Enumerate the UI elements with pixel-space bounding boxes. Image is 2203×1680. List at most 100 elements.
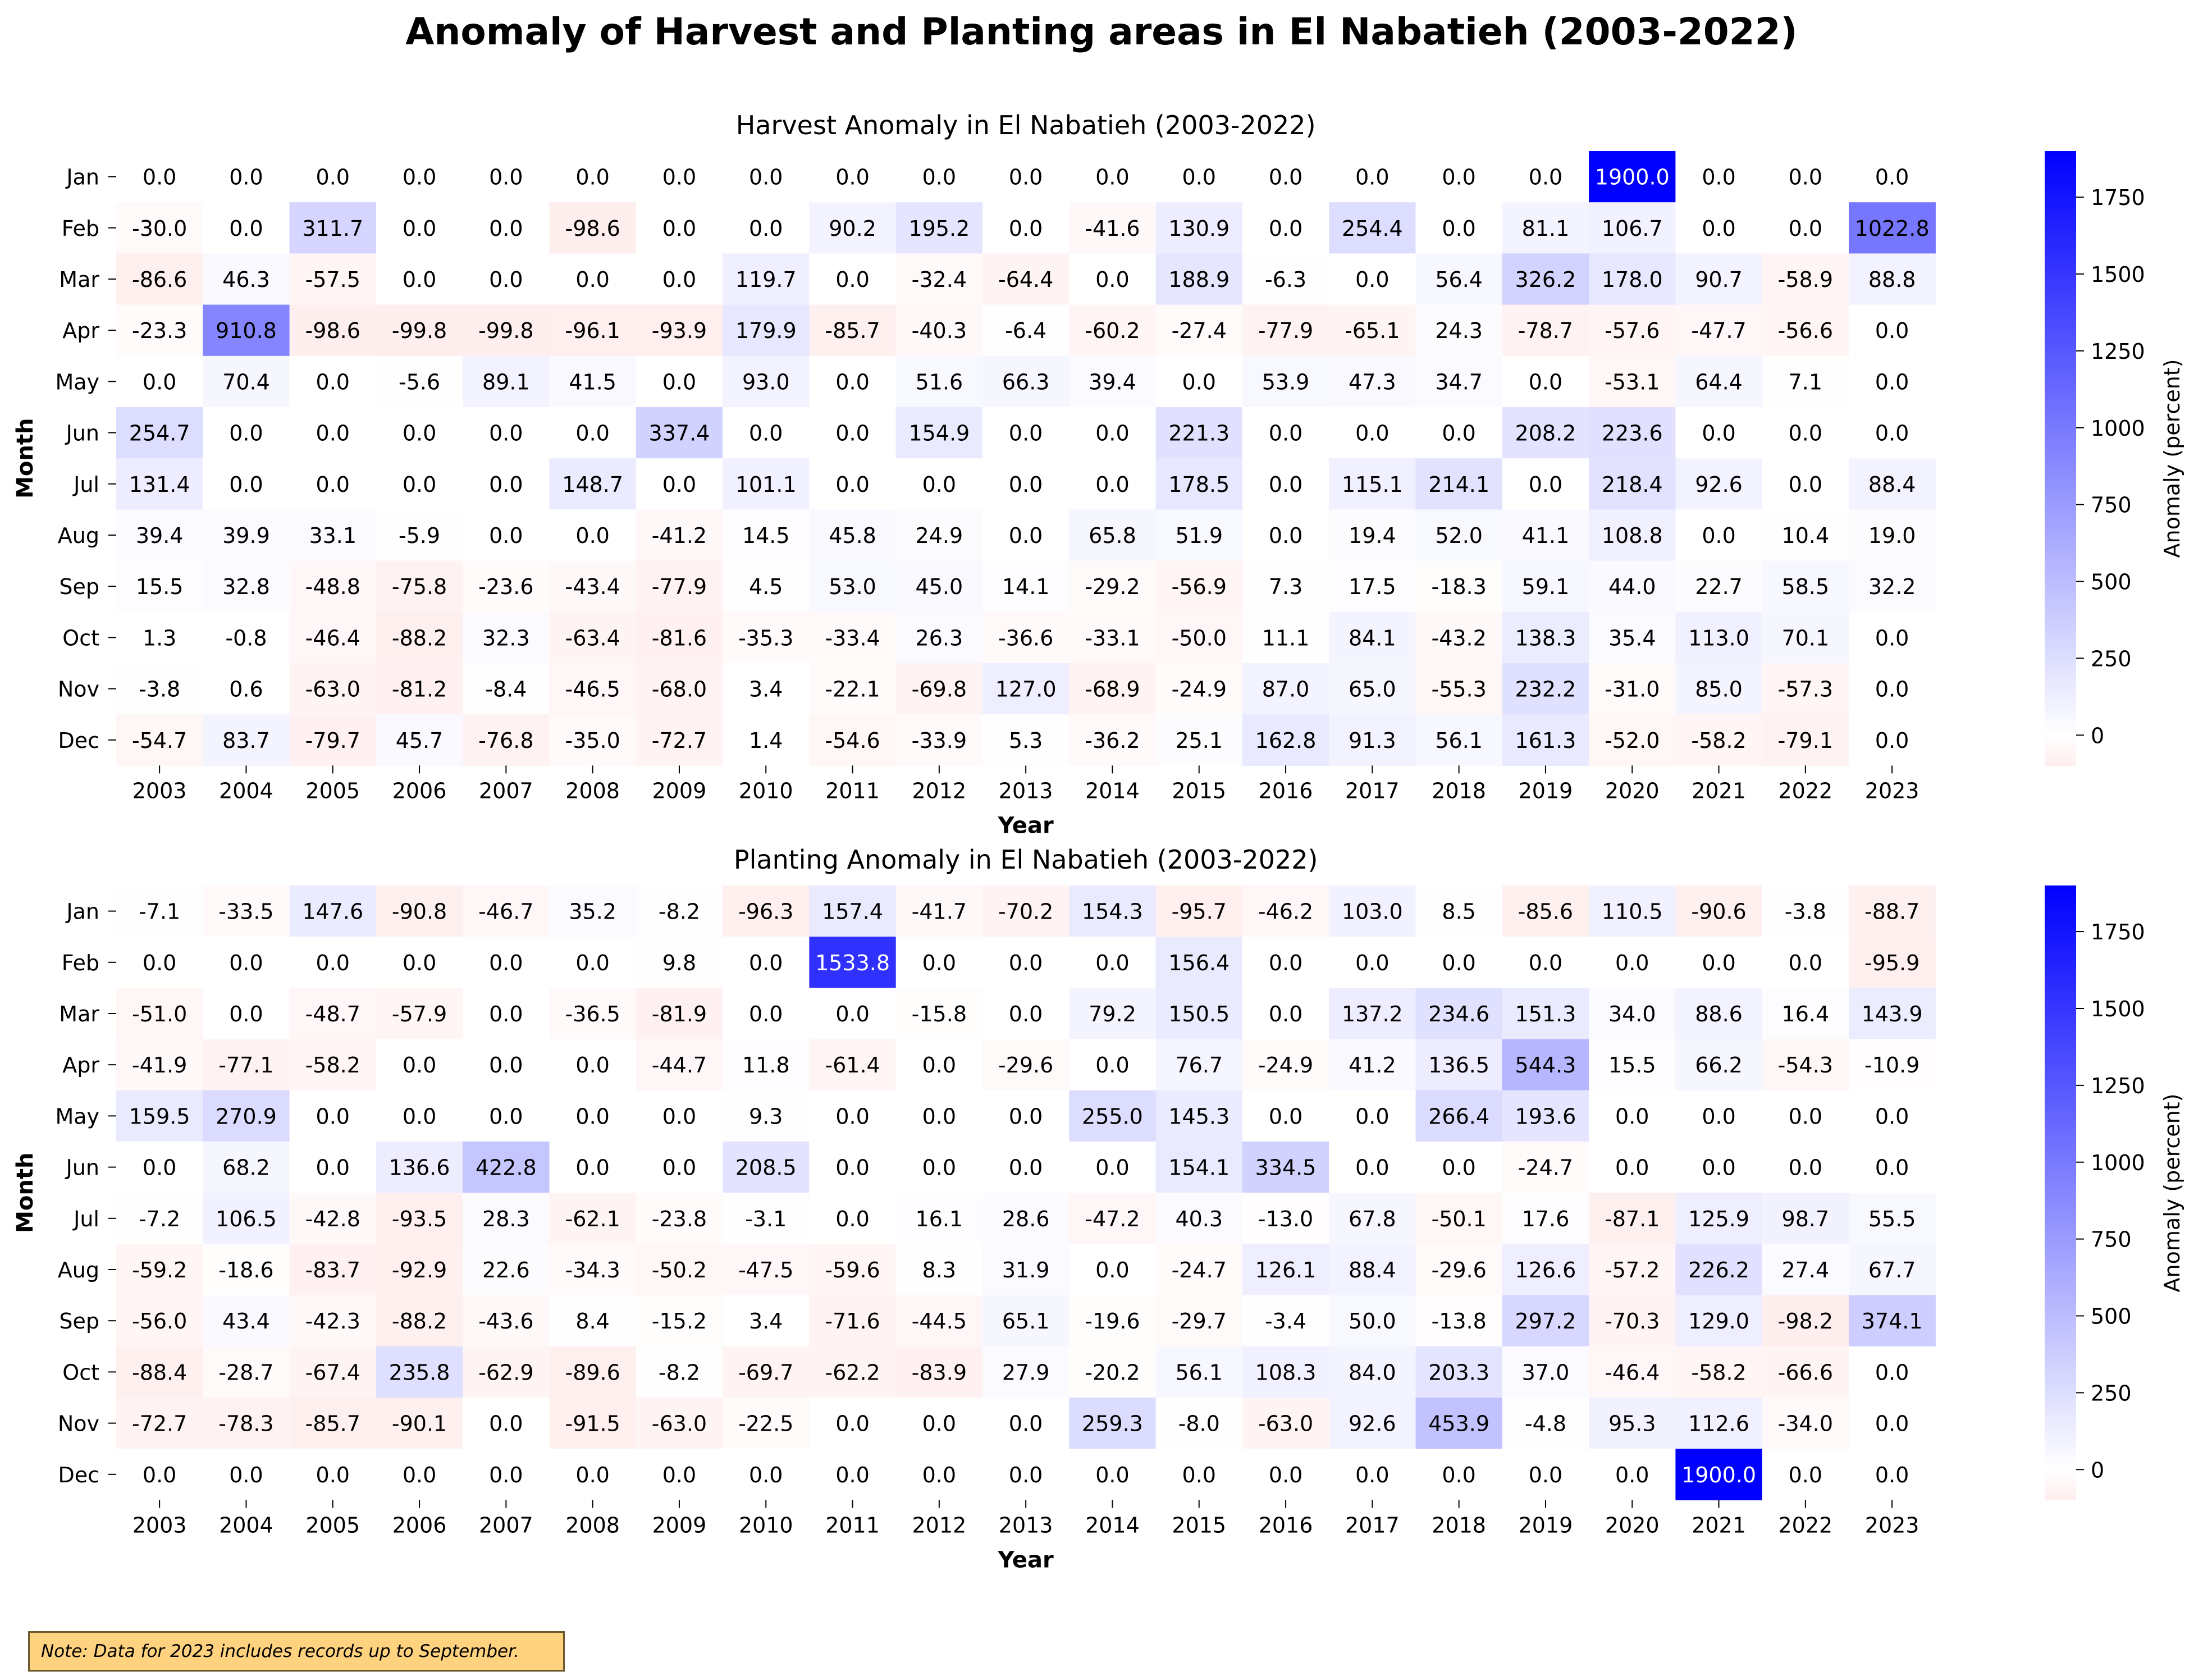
planting-cell-apr-2016 xyxy=(1242,1039,1329,1091)
harvest-cell-label-apr-2006: -99.8 xyxy=(392,318,447,343)
harvest-cell-label-jul-2014: 0.0 xyxy=(1095,472,1129,497)
planting-cell-label-nov-2010: -22.5 xyxy=(738,1412,793,1436)
harvest-xtick-label-2020: 2020 xyxy=(1605,778,1660,803)
harvest-cell-jul-2003 xyxy=(116,458,203,510)
planting-cell-label-nov-2015: -8.0 xyxy=(1178,1412,1220,1436)
planting-colorbar-tick-label-0: 0 xyxy=(2091,1458,2104,1482)
harvest-ytick-label-aug: Aug xyxy=(58,523,99,548)
planting-cell-aug-2021 xyxy=(1675,1244,1763,1296)
planting-cell-label-may-2003: 159.5 xyxy=(129,1104,190,1129)
harvest-cell-aug-2005 xyxy=(289,509,377,561)
harvest-cell-label-aug-2003: 39.4 xyxy=(136,523,184,548)
planting-cell-apr-2018 xyxy=(1415,1039,1503,1091)
harvest-cell-label-jun-2017: 0.0 xyxy=(1355,421,1389,446)
harvest-cell-oct-2022 xyxy=(1762,611,1849,664)
harvest-cell-aug-2012 xyxy=(895,509,983,561)
planting-cell-label-feb-2011: 1533.8 xyxy=(815,951,890,975)
planting-cell-may-2010 xyxy=(723,1090,810,1142)
planting-cell-label-aug-2016: 126.1 xyxy=(1255,1258,1317,1282)
harvest-xtick-label-2019: 2019 xyxy=(1519,778,1573,803)
harvest-cell-may-2008 xyxy=(549,355,637,408)
harvest-cell-label-apr-2018: 24.3 xyxy=(1435,318,1483,343)
harvest-cell-jul-2004 xyxy=(203,458,290,510)
planting-cell-oct-2004 xyxy=(203,1346,290,1398)
harvest-cell-label-jun-2015: 221.3 xyxy=(1168,421,1230,446)
planting-cell-sep-2011 xyxy=(809,1295,897,1347)
planting-cell-label-dec-2003: 0.0 xyxy=(143,1463,176,1487)
planting-cell-may-2006 xyxy=(376,1090,463,1142)
harvest-cell-apr-2015 xyxy=(1155,304,1243,357)
harvest-cell-jul-2019 xyxy=(1502,458,1589,510)
planting-cell-jan-2013 xyxy=(982,885,1069,937)
harvest-cell-label-aug-2014: 65.8 xyxy=(1089,523,1136,548)
planting-cell-label-sep-2021: 129.0 xyxy=(1688,1309,1749,1334)
planting-cell-apr-2007 xyxy=(463,1039,550,1091)
planting-ytick-label-jan: Jan xyxy=(65,900,99,924)
harvest-cell-aug-2017 xyxy=(1329,509,1416,561)
harvest-colorbar-tick-label-1750: 1750 xyxy=(2091,185,2145,210)
planting-cell-sep-2016 xyxy=(1242,1295,1329,1347)
harvest-cell-label-dec-2013: 5.3 xyxy=(1009,728,1043,753)
planting-cell-label-may-2006: 0.0 xyxy=(403,1104,436,1129)
harvest-cell-may-2022 xyxy=(1762,355,1849,408)
harvest-cell-label-sep-2016: 7.3 xyxy=(1269,574,1302,599)
harvest-cell-label-mar-2015: 188.9 xyxy=(1168,267,1230,292)
harvest-cell-label-aug-2008: 0.0 xyxy=(575,523,609,548)
planting-cell-label-feb-2009: 9.8 xyxy=(662,951,696,975)
planting-ytick-label-jul: Jul xyxy=(72,1207,99,1231)
harvest-cell-jan-2017 xyxy=(1329,151,1416,203)
planting-cell-label-feb-2007: 0.0 xyxy=(489,951,523,975)
harvest-cell-jun-2016 xyxy=(1242,407,1329,459)
harvest-cell-nov-2015 xyxy=(1155,663,1243,715)
planting-cell-feb-2022 xyxy=(1762,937,1849,988)
harvest-ytick-label-jul: Jul xyxy=(72,472,99,497)
planting-cell-label-jul-2008: -62.1 xyxy=(565,1207,620,1231)
planting-cell-sep-2006 xyxy=(376,1295,463,1347)
harvest-cell-label-dec-2015: 25.1 xyxy=(1175,728,1223,753)
harvest-cell-label-mar-2003: -86.6 xyxy=(132,267,187,292)
harvest-cell-label-nov-2021: 85.0 xyxy=(1695,677,1743,702)
planting-cell-apr-2020 xyxy=(1589,1039,1676,1091)
harvest-cell-mar-2011 xyxy=(809,253,897,305)
harvest-cell-label-jun-2005: 0.0 xyxy=(316,421,350,446)
harvest-colorbar-tick-label-250: 250 xyxy=(2091,646,2132,671)
harvest-cell-aug-2011 xyxy=(809,509,897,561)
planting-cell-label-feb-2013: 0.0 xyxy=(1009,951,1043,975)
harvest-cell-sep-2017 xyxy=(1329,560,1416,613)
planting-cell-apr-2010 xyxy=(723,1039,810,1091)
harvest-cell-label-aug-2022: 10.4 xyxy=(1782,523,1830,548)
harvest-cell-jan-2020 xyxy=(1589,151,1676,203)
planting-cell-jan-2004 xyxy=(203,885,290,937)
harvest-cell-jul-2011 xyxy=(809,458,897,510)
planting-cell-label-oct-2013: 27.9 xyxy=(1002,1360,1050,1385)
harvest-cell-label-nov-2014: -68.9 xyxy=(1085,677,1140,702)
harvest-cell-feb-2023 xyxy=(1849,202,1936,254)
harvest-cell-label-aug-2023: 19.0 xyxy=(1868,523,1916,548)
harvest-cell-sep-2021 xyxy=(1675,560,1763,613)
harvest-cell-nov-2004 xyxy=(203,663,290,715)
planting-cell-label-dec-2016: 0.0 xyxy=(1269,1463,1302,1487)
harvest-cell-label-feb-2006: 0.0 xyxy=(403,216,436,241)
harvest-cell-label-aug-2012: 24.9 xyxy=(916,523,963,548)
planting-cell-oct-2020 xyxy=(1589,1346,1676,1398)
harvest-cell-label-oct-2013: -36.6 xyxy=(998,626,1053,650)
planting-cell-label-nov-2005: -85.7 xyxy=(305,1412,360,1436)
planting-cell-sep-2010 xyxy=(723,1295,810,1347)
harvest-cell-dec-2022 xyxy=(1762,714,1849,766)
planting-colorbar-label: Anomaly (percent) xyxy=(2160,1094,2184,1293)
planting-cell-label-feb-2019: 0.0 xyxy=(1529,951,1562,975)
harvest-cell-label-oct-2012: 26.3 xyxy=(916,626,963,650)
harvest-cell-label-mar-2010: 119.7 xyxy=(735,267,797,292)
planting-cell-label-sep-2016: -3.4 xyxy=(1265,1309,1306,1334)
planting-cell-label-jan-2012: -41.7 xyxy=(912,900,967,924)
planting-cell-may-2016 xyxy=(1242,1090,1329,1142)
harvest-xtick-label-2005: 2005 xyxy=(305,778,360,803)
planting-cell-dec-2022 xyxy=(1762,1449,1849,1500)
harvest-heatmap-panel: Harvest Anomaly in El Nabatieh (2003-202… xyxy=(12,110,2184,838)
harvest-cell-label-may-2021: 64.4 xyxy=(1695,369,1743,394)
planting-cell-label-jul-2017: 67.8 xyxy=(1349,1207,1396,1231)
harvest-cell-label-nov-2016: 87.0 xyxy=(1262,677,1310,702)
planting-cell-feb-2014 xyxy=(1069,937,1157,988)
harvest-xtick-label-2022: 2022 xyxy=(1778,778,1832,803)
harvest-cell-label-apr-2012: -40.3 xyxy=(912,318,967,343)
